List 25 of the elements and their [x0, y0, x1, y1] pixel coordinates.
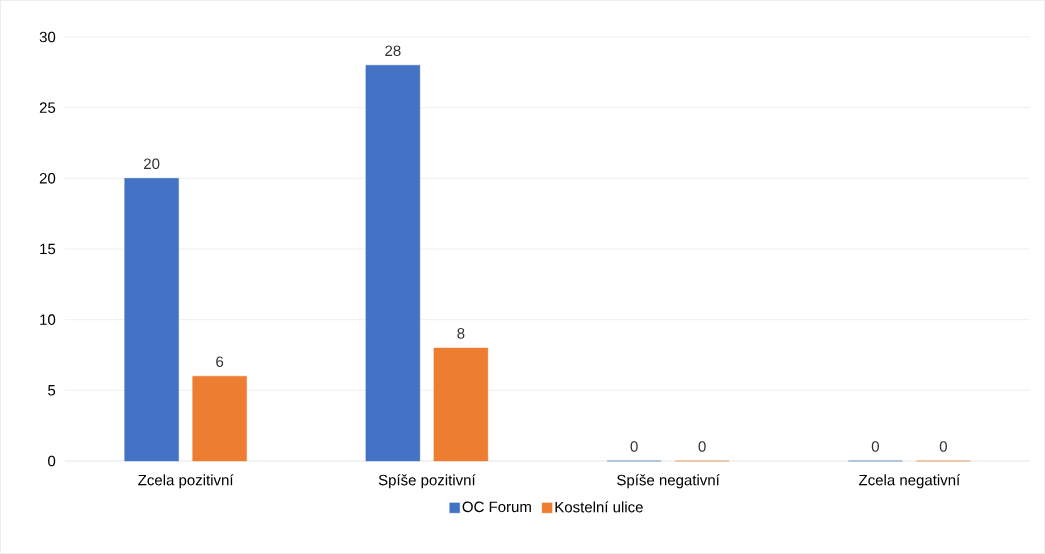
y-tick-label: 15: [40, 243, 56, 255]
data-label: 0: [698, 441, 706, 452]
y-tick-label: 0: [48, 455, 56, 467]
data-label: 6: [216, 356, 224, 367]
y-tick-label: 20: [39, 173, 56, 184]
data-label: 20: [144, 158, 160, 170]
bar: [192, 376, 247, 462]
x-tick-label: Spíše pozitivní: [378, 474, 476, 489]
y-tick-label: 5: [48, 385, 56, 396]
legend-label: Kostelní ulice: [555, 501, 643, 513]
bar: [365, 65, 421, 462]
x-tick-label: Zcela pozitivní: [138, 474, 234, 489]
data-label: 0: [939, 441, 947, 452]
x-tick-label: Zcela negativní: [858, 474, 961, 489]
x-tick-label: Spíše negativní: [617, 474, 720, 489]
bar: [433, 347, 489, 462]
y-tick-label: 30: [39, 31, 56, 43]
data-label: 0: [871, 441, 879, 452]
data-label: 8: [457, 328, 465, 339]
legend-label: OC Forum: [462, 501, 531, 513]
y-tick-label: 10: [40, 314, 56, 325]
bar: [124, 178, 179, 462]
data-label: 28: [385, 45, 401, 57]
y-tick-label: 25: [39, 102, 56, 113]
data-label: 0: [630, 441, 638, 452]
